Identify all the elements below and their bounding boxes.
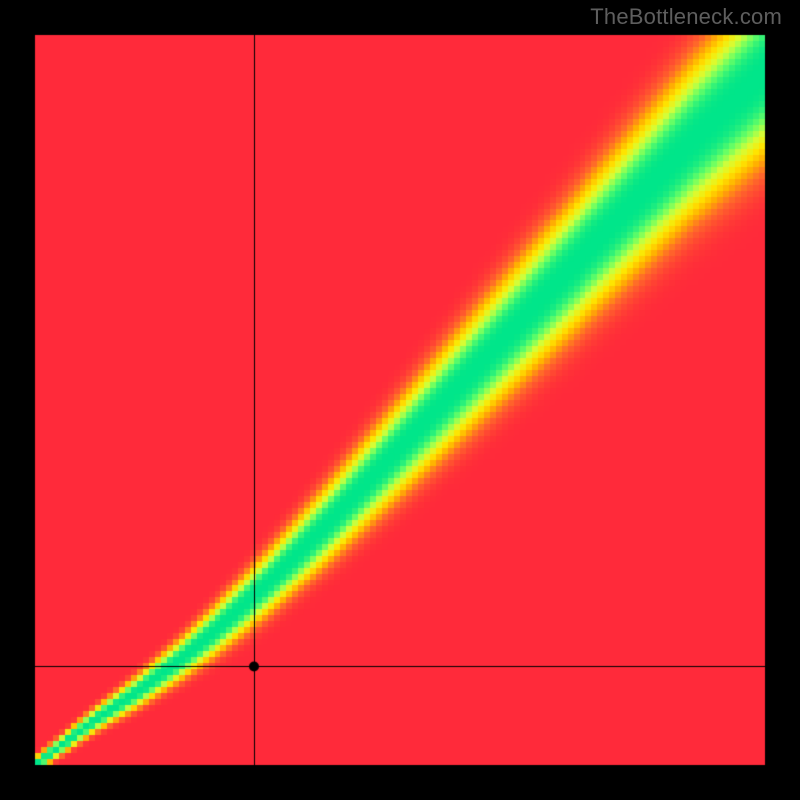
chart-container: TheBottleneck.com (0, 0, 800, 800)
attribution-label: TheBottleneck.com (590, 4, 782, 30)
bottleneck-heatmap (0, 0, 800, 800)
